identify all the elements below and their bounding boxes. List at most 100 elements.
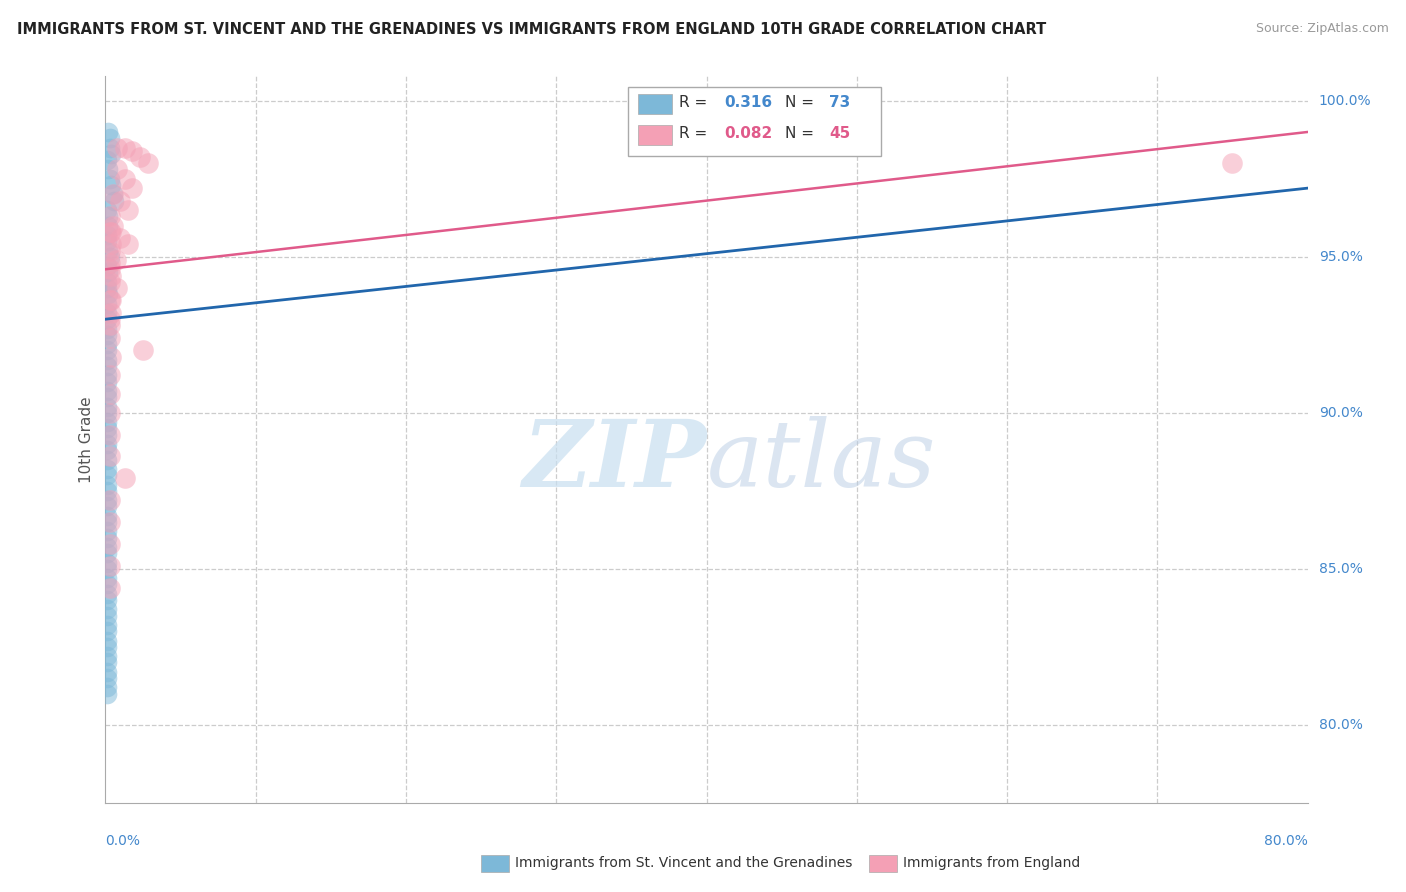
Point	[97, 287, 120, 301]
Point	[96, 343, 118, 358]
Point	[96, 415, 118, 429]
Point	[97, 125, 120, 139]
Text: N =: N =	[785, 95, 818, 111]
Point	[100, 237, 122, 252]
Point	[96, 524, 118, 539]
Point	[103, 194, 125, 208]
Text: 0.082: 0.082	[724, 127, 773, 142]
Point	[100, 268, 122, 283]
Text: IMMIGRANTS FROM ST. VINCENT AND THE GRENADINES VS IMMIGRANTS FROM ENGLAND 10TH G: IMMIGRANTS FROM ST. VINCENT AND THE GREN…	[17, 22, 1046, 37]
Text: 80.0%: 80.0%	[1319, 718, 1362, 731]
Point	[101, 219, 124, 233]
Point	[117, 237, 139, 252]
Point	[96, 227, 118, 242]
Point	[96, 556, 118, 570]
Point	[110, 231, 132, 245]
Point	[96, 153, 118, 167]
Point	[96, 384, 118, 398]
Point	[98, 406, 121, 420]
Point	[98, 427, 121, 442]
Point	[100, 146, 122, 161]
Text: 80.0%: 80.0%	[1264, 834, 1308, 848]
Point	[96, 400, 118, 414]
Point	[98, 312, 121, 326]
Point	[96, 275, 118, 289]
Y-axis label: 10th Grade: 10th Grade	[79, 396, 94, 483]
Text: 0.0%: 0.0%	[105, 834, 141, 848]
Point	[100, 178, 122, 192]
Point	[96, 437, 118, 451]
Point	[96, 531, 118, 545]
Point	[100, 293, 122, 308]
Text: Immigrants from St. Vincent and the Grenadines: Immigrants from St. Vincent and the Gren…	[515, 856, 852, 871]
Point	[96, 500, 118, 514]
Point	[100, 306, 122, 320]
Point	[96, 477, 118, 491]
Point	[98, 387, 121, 401]
Point	[96, 306, 118, 320]
Bar	[638, 125, 672, 145]
Point	[98, 225, 121, 239]
Point	[96, 443, 118, 458]
Text: R =: R =	[679, 127, 711, 142]
Text: 45: 45	[830, 127, 851, 142]
Point	[107, 281, 129, 295]
Point	[132, 343, 155, 358]
Point	[96, 608, 118, 623]
Point	[96, 368, 118, 383]
Point	[98, 244, 121, 258]
Point	[98, 293, 121, 308]
Point	[98, 131, 121, 145]
Text: Immigrants from England: Immigrants from England	[903, 856, 1080, 871]
Point	[110, 194, 132, 208]
Point	[96, 640, 118, 654]
Point	[98, 262, 121, 277]
Point	[96, 546, 118, 560]
Text: R =: R =	[679, 95, 711, 111]
Point	[96, 633, 118, 648]
Point	[96, 571, 118, 585]
Point	[96, 421, 118, 435]
Point	[101, 187, 124, 202]
Point	[96, 281, 118, 295]
Point	[97, 244, 120, 258]
Point	[98, 368, 121, 383]
Point	[96, 390, 118, 404]
Point	[96, 327, 118, 342]
Point	[97, 162, 120, 177]
Point	[104, 252, 127, 267]
Point	[98, 250, 121, 264]
Point	[98, 140, 121, 154]
Point	[97, 209, 120, 223]
Point	[96, 515, 118, 529]
Text: ZIP: ZIP	[522, 417, 707, 506]
Point	[96, 337, 118, 351]
Text: 85.0%: 85.0%	[1319, 562, 1362, 576]
Point	[96, 462, 118, 476]
Point	[96, 508, 118, 523]
Point	[96, 593, 118, 607]
Text: 100.0%: 100.0%	[1319, 94, 1371, 108]
Point	[96, 618, 118, 632]
Point	[136, 156, 159, 170]
Point	[96, 321, 118, 335]
Text: N =: N =	[785, 127, 818, 142]
Point	[121, 181, 143, 195]
Text: 90.0%: 90.0%	[1319, 406, 1362, 420]
Point	[96, 562, 118, 576]
Point	[117, 202, 139, 217]
FancyBboxPatch shape	[628, 87, 880, 156]
Point	[129, 150, 152, 164]
Point	[107, 140, 129, 154]
Point	[98, 581, 121, 595]
Point	[96, 671, 118, 685]
Point	[98, 558, 121, 573]
Point	[96, 687, 118, 701]
Point	[96, 656, 118, 670]
Point	[96, 577, 118, 591]
Point	[98, 450, 121, 464]
Point	[96, 665, 118, 679]
Point	[98, 331, 121, 345]
Text: 0.316: 0.316	[724, 95, 773, 111]
Point	[121, 144, 143, 158]
